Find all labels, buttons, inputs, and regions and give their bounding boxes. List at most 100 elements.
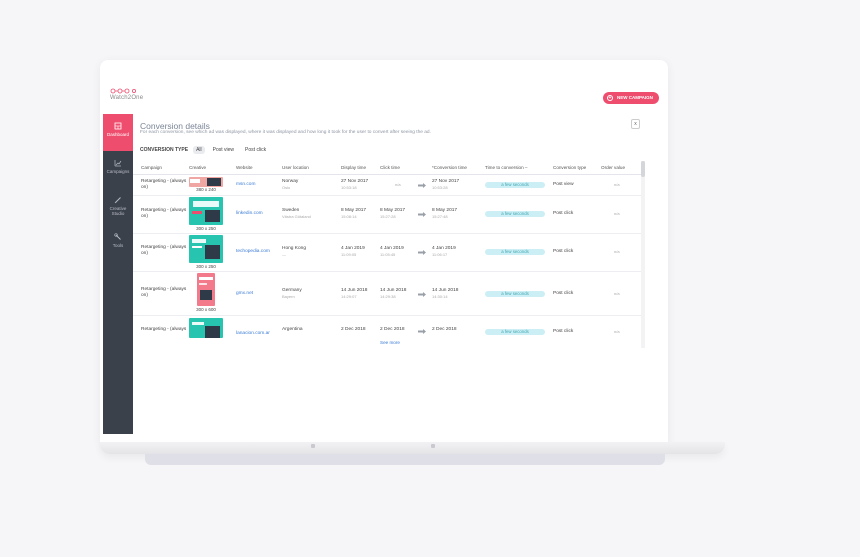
column-header-time-to-conversion[interactable]: Time to conversion – [485, 165, 528, 170]
display-date: 2 Dec 2018 [341, 327, 366, 332]
location-region: — [282, 252, 286, 257]
time-to-conversion-badge: a few seconds [485, 211, 545, 217]
conversion-date: 27 Nov 2017 [432, 179, 460, 184]
column-header-conversion-type[interactable]: Conversion type [553, 165, 587, 170]
display-date: 8 May 2017 [341, 208, 367, 213]
sidebar-item-label: Creative Studio [109, 206, 127, 216]
conversion-type: Post view [553, 182, 574, 187]
column-header-conversion-time[interactable]: *Conversion time [432, 165, 467, 170]
creative-thumbnail[interactable] [189, 235, 223, 263]
conversion-type: Post click [553, 249, 574, 254]
column-header-click-time[interactable]: Click time [380, 165, 400, 170]
column-header-website[interactable]: Website [236, 165, 253, 170]
sidebar-item-dashboard[interactable]: Dashboard [103, 114, 133, 151]
logo-text: Watch2One [110, 95, 144, 101]
laptop-base [100, 442, 725, 454]
conversion-time: 10:53:28 [432, 185, 448, 190]
creative-size: 300 x 250 [196, 226, 216, 231]
column-header-creative[interactable]: Creative [189, 165, 207, 170]
website-link[interactable]: msn.com [236, 182, 256, 187]
column-header-display-time[interactable]: Display time [341, 165, 367, 170]
arrow-right-icon [418, 292, 426, 297]
conversion-date: 14 Jun 2018 [432, 288, 459, 293]
arrow-right-icon [418, 212, 426, 217]
see-more-link[interactable]: See more [380, 340, 400, 345]
conversion-date: 2 Dec 2018 [432, 327, 457, 332]
table-row[interactable]: Retargeting - (always on) 300 x 600 gmx.… [133, 272, 641, 316]
location-country: Hong Kong [282, 246, 307, 251]
sidebar-item-creative-studio[interactable]: Creative Studio [103, 188, 133, 225]
creative-thumbnail[interactable] [189, 318, 223, 338]
scrollbar-thumb[interactable] [641, 161, 645, 177]
conversion-time: 15:27:48 [432, 214, 448, 219]
column-header-order-value[interactable]: Order value [601, 165, 626, 170]
location-region: Västra Götaland [282, 214, 311, 219]
location-country: Germany [282, 288, 302, 293]
time-to-conversion-badge: a few seconds [485, 182, 545, 188]
website-link[interactable]: techopedia.com [236, 249, 270, 254]
panel-subtitle: For each conversion, see which ad was di… [140, 130, 431, 135]
conversion-time: 14:30:14 [432, 294, 448, 299]
campaign-cell: Retargeting - (always on) [141, 245, 187, 256]
plus-icon: + [607, 95, 613, 101]
order-value: n/a [614, 329, 620, 334]
location-country: Argentina [282, 327, 303, 332]
column-header-user-location[interactable]: User location [282, 165, 309, 170]
display-time: 14:29:07 [341, 294, 357, 299]
display-date: 14 Jun 2018 [341, 288, 368, 293]
sidebar-item-campaigns[interactable]: Campaigns [103, 151, 133, 188]
time-to-conversion-badge: a few seconds [485, 249, 545, 255]
panel-title: Conversion details [140, 121, 210, 131]
filter-post-click[interactable]: Post click [245, 147, 267, 153]
order-value: n/a [614, 211, 620, 216]
website-link[interactable]: gmx.net [236, 291, 254, 296]
logo-mark-icon [110, 88, 136, 94]
conversion-date: 4 Jan 2019 [432, 246, 456, 251]
top-bar: Watch2One + NEW CAMPAIGN [100, 60, 668, 114]
time-to-conversion-badge: a few seconds [485, 291, 545, 297]
arrow-right-icon [418, 329, 426, 334]
creative-size: 300 x 250 [196, 264, 216, 269]
click-time: 14:29:38 [380, 294, 396, 299]
laptop-hinge [431, 444, 435, 448]
website-link[interactable]: lanacion.com.ar [236, 331, 270, 336]
laptop-foot [145, 454, 665, 465]
arrow-right-icon [418, 250, 426, 255]
table-row[interactable]: Retargeting - (always on) 380 x 240 msn.… [133, 175, 641, 196]
column-header-campaign[interactable]: Campaign [141, 165, 162, 170]
display-date: 4 Jan 2019 [341, 246, 365, 251]
table-row[interactable]: Retargeting - (always on) 300 x 250 link… [133, 196, 641, 234]
pen-icon [114, 197, 121, 204]
sidebar-item-tools[interactable]: Tools [103, 225, 133, 262]
creative-thumbnail[interactable] [189, 197, 223, 225]
creative-thumbnail[interactable] [189, 177, 223, 187]
display-time: 15:08:14 [341, 214, 357, 219]
campaign-cell: Retargeting - (always on) [141, 208, 187, 219]
creative-size: 380 x 240 [196, 187, 216, 192]
new-campaign-button[interactable]: + NEW CAMPAIGN [603, 92, 659, 104]
click-date: n/a [395, 182, 401, 187]
display-date: 27 Nov 2017 [341, 179, 369, 184]
order-value: n/a [614, 291, 620, 296]
arrow-right-icon [418, 183, 426, 188]
wrench-icon [114, 233, 121, 240]
laptop-hinge [311, 444, 315, 448]
click-date: 14 Jun 2018 [380, 288, 407, 293]
filter-post-view[interactable]: Post view [212, 147, 235, 153]
table-row[interactable]: Retargeting - (always lanacion.com.ar Ar… [133, 316, 641, 348]
campaign-cell: Retargeting - (always on) [141, 179, 187, 190]
location-region: Oslo [282, 185, 291, 190]
order-value: n/a [614, 249, 620, 254]
location-country: Norway [282, 179, 299, 184]
scrollbar-track[interactable] [641, 161, 645, 348]
display-time: 11:09:05 [341, 252, 357, 257]
campaign-cell: Retargeting - (always [141, 327, 187, 332]
filter-label: CONVERSION TYPE [140, 147, 189, 153]
filter-all[interactable]: All [193, 146, 205, 154]
conversion-panel: Conversion details For each conversion, … [133, 114, 648, 348]
website-link[interactable]: linkedin.com [236, 211, 263, 216]
table-row[interactable]: Retargeting - (always on) 300 x 250 tech… [133, 234, 641, 272]
conversion-time: 11:06:17 [432, 252, 448, 257]
close-panel-button[interactable]: x [631, 119, 640, 129]
creative-thumbnail[interactable] [197, 273, 215, 306]
